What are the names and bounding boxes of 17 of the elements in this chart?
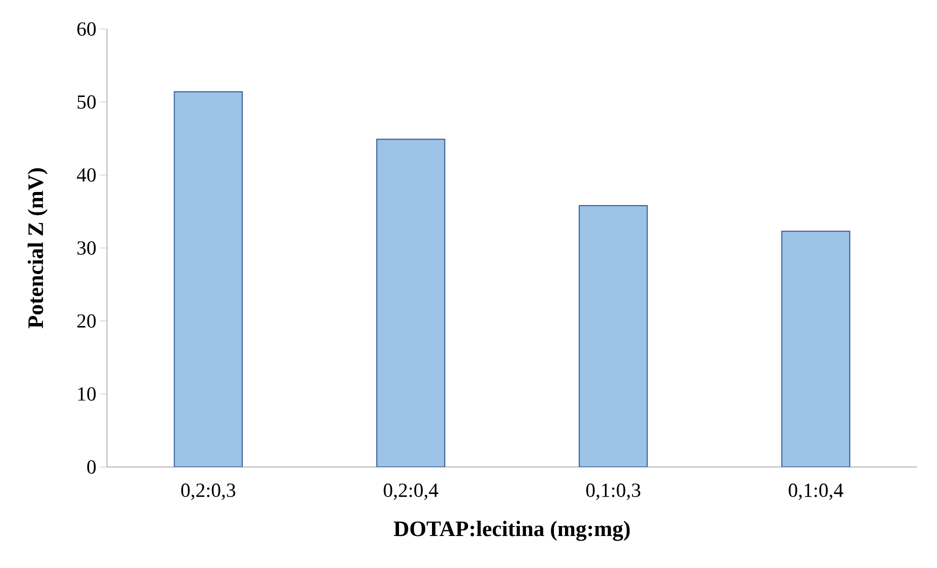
bar bbox=[376, 138, 446, 467]
y-tick-label: 60 bbox=[77, 22, 96, 36]
bar bbox=[781, 230, 850, 467]
x-tick-label: 0,1:0,4 bbox=[788, 484, 844, 500]
x-tick-label: 0,1:0,3 bbox=[586, 484, 640, 500]
x-tick-label: 0,2:0,4 bbox=[384, 484, 438, 500]
bar bbox=[174, 91, 243, 467]
y-tick-label: 0 bbox=[87, 460, 96, 474]
y-tick-label: 50 bbox=[78, 95, 96, 109]
y-tick-label: 10 bbox=[78, 387, 96, 401]
y-tick-label: 20 bbox=[77, 314, 96, 328]
x-axis-title: DOTAP:lecitina (mg:mg) bbox=[394, 520, 630, 541]
x-tick-label: 0,2:0,3 bbox=[181, 484, 236, 500]
y-tick-label: 40 bbox=[76, 168, 96, 182]
y-tick-label: 30 bbox=[77, 241, 96, 255]
bar bbox=[578, 205, 648, 467]
y-axis-title: Potencial Z (mV) bbox=[28, 168, 48, 328]
